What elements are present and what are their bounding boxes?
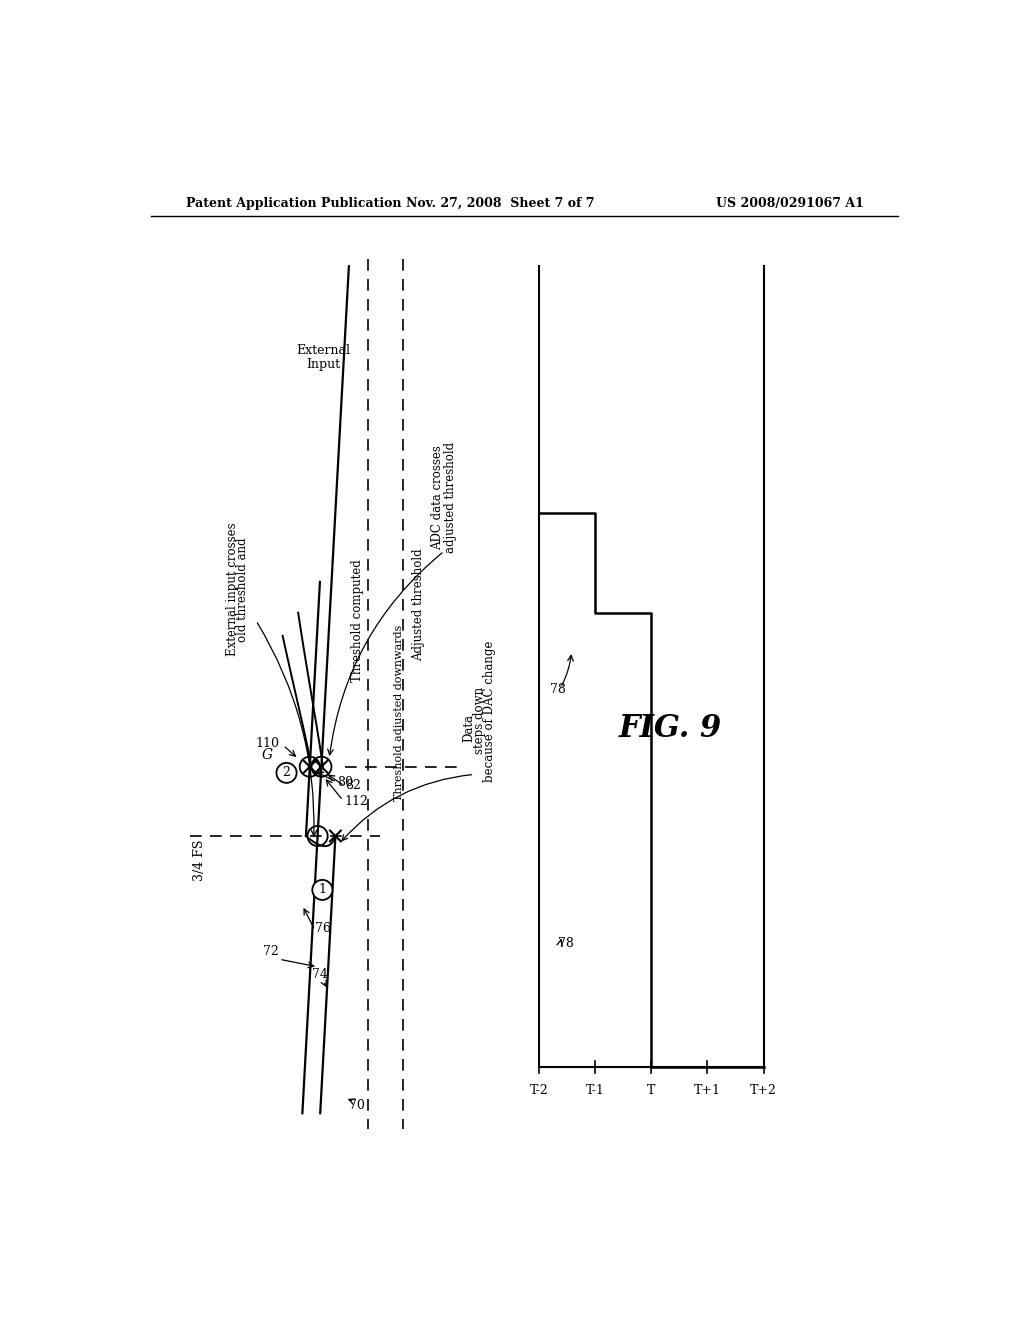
Text: T+2: T+2	[750, 1084, 777, 1097]
Text: adjusted threshold: adjusted threshold	[443, 442, 457, 553]
Text: because of DAC change: because of DAC change	[482, 640, 496, 781]
Text: 76: 76	[314, 921, 331, 935]
Text: 70: 70	[349, 1100, 365, 1111]
Text: External input crosses: External input crosses	[226, 523, 240, 656]
Text: G: G	[261, 748, 272, 762]
Text: Data: Data	[463, 714, 475, 742]
Text: Adjusted threshold: Adjusted threshold	[412, 549, 425, 661]
Text: 2: 2	[283, 767, 291, 779]
Text: T+1: T+1	[694, 1084, 721, 1097]
Text: Nov. 27, 2008  Sheet 7 of 7: Nov. 27, 2008 Sheet 7 of 7	[406, 197, 594, 210]
Text: steps down: steps down	[472, 686, 485, 754]
Text: FIG. 9: FIG. 9	[618, 713, 722, 743]
Text: T-2: T-2	[529, 1084, 548, 1097]
Text: Input: Input	[306, 358, 340, 371]
Text: 110: 110	[255, 737, 280, 750]
Text: 112: 112	[345, 795, 369, 808]
Text: 72: 72	[263, 945, 280, 958]
Text: 78: 78	[550, 684, 566, 696]
Text: Threshold computed: Threshold computed	[351, 560, 364, 681]
Text: 1: 1	[318, 883, 327, 896]
Circle shape	[276, 763, 297, 783]
Text: US 2008/0291067 A1: US 2008/0291067 A1	[717, 197, 864, 210]
Text: ADC data crosses: ADC data crosses	[431, 445, 444, 549]
Text: T: T	[647, 1084, 655, 1097]
Text: External: External	[296, 345, 350, 358]
Text: 78: 78	[558, 937, 574, 950]
Text: Patent Application Publication: Patent Application Publication	[186, 197, 401, 210]
Text: 80: 80	[337, 776, 353, 788]
Text: Threshold adjusted downwards: Threshold adjusted downwards	[394, 624, 404, 801]
Text: 74: 74	[312, 968, 328, 981]
Text: 82: 82	[345, 779, 360, 792]
Text: 3/4 FS: 3/4 FS	[193, 840, 206, 882]
Text: old threshold and: old threshold and	[237, 537, 249, 642]
Text: T-1: T-1	[586, 1084, 604, 1097]
Circle shape	[312, 880, 333, 900]
